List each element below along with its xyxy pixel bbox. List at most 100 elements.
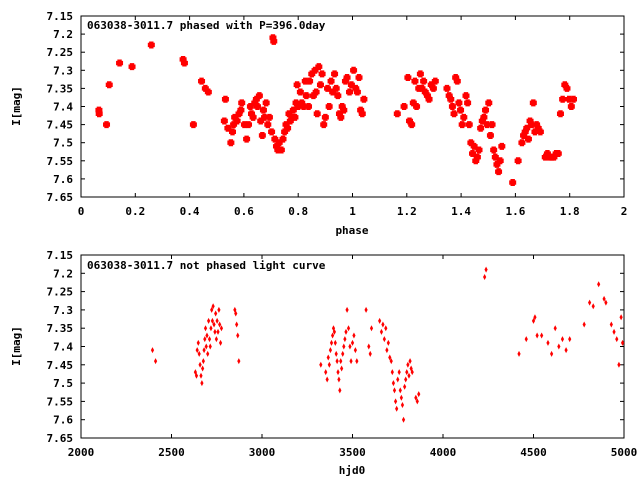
- data-point: [215, 317, 219, 324]
- data-point: [331, 70, 339, 78]
- data-point: [563, 84, 571, 92]
- y-tick-label: 7.65: [47, 191, 74, 204]
- data-point: [480, 113, 488, 121]
- data-point: [103, 121, 111, 129]
- data-point: [198, 77, 206, 85]
- data-point: [353, 88, 361, 96]
- data-point: [417, 391, 421, 398]
- y-axis-label: I[mag]: [10, 86, 23, 126]
- y-tick-label: 7.2: [53, 267, 73, 280]
- data-point: [218, 339, 223, 346]
- x-tick-label: 1.6: [505, 205, 525, 218]
- data-point: [337, 113, 345, 121]
- data-point: [364, 306, 368, 313]
- data-point: [455, 99, 463, 107]
- data-point: [368, 350, 372, 357]
- x-tick-label: 2000: [68, 446, 95, 459]
- data-point: [358, 110, 366, 118]
- data-point: [385, 347, 389, 354]
- data-point: [398, 387, 402, 394]
- data-point: [220, 117, 228, 125]
- unphased-light-curve-panel: 2000 2500 3000 3500 4000 4500 5000 7.15 7.2 7.25 7…: [10, 249, 637, 477]
- data-point: [277, 146, 285, 154]
- data-point: [408, 121, 416, 129]
- data-point: [570, 95, 578, 103]
- data-point: [284, 124, 292, 132]
- data-point: [234, 310, 238, 317]
- data-point: [473, 153, 481, 161]
- data-point: [201, 365, 205, 372]
- x-tick-label: 3500: [339, 446, 366, 459]
- data-point: [293, 81, 301, 89]
- data-point: [406, 361, 410, 368]
- data-point: [546, 339, 550, 346]
- data-point: [413, 103, 421, 111]
- data-point: [189, 121, 197, 129]
- x-tick-label: 1: [349, 205, 356, 218]
- data-point: [531, 317, 536, 324]
- data-point: [355, 74, 363, 82]
- data-point: [339, 358, 343, 365]
- data-point: [326, 354, 330, 361]
- data-point: [346, 88, 354, 96]
- x-tick-label: 3000: [249, 446, 276, 459]
- data-point: [462, 92, 470, 100]
- data-point: [350, 66, 358, 74]
- data-point: [237, 358, 241, 365]
- x-tick-label: 2: [621, 205, 628, 218]
- data-point: [615, 336, 619, 343]
- data-point: [320, 121, 328, 129]
- data-point: [556, 110, 564, 118]
- data-point: [559, 95, 567, 103]
- data-point: [458, 121, 466, 129]
- x-tick-label: 1.4: [451, 205, 471, 218]
- data-point: [400, 103, 408, 111]
- data-point: [318, 70, 326, 78]
- data-point: [582, 321, 586, 328]
- data-points: [150, 266, 625, 423]
- data-point: [217, 306, 221, 313]
- chart-title: 063038-3011.7 not phased light curve: [87, 259, 326, 272]
- x-tick-label: 0.4: [180, 205, 200, 218]
- data-point: [457, 106, 465, 114]
- data-point: [335, 358, 339, 365]
- data-point: [415, 398, 419, 405]
- data-point: [216, 328, 220, 335]
- data-point: [431, 77, 439, 85]
- data-point: [529, 99, 537, 107]
- data-point: [255, 92, 263, 100]
- data-point: [355, 358, 359, 365]
- data-point: [495, 168, 503, 176]
- data-point: [253, 103, 261, 111]
- data-point: [245, 121, 253, 129]
- y-tick-label: 7.3: [53, 64, 73, 77]
- y-tick-label: 7.6: [53, 414, 73, 427]
- data-point: [334, 92, 342, 100]
- data-point: [450, 110, 458, 118]
- y-tick-label: 7.65: [47, 432, 74, 445]
- y-tick-label: 7.4: [53, 101, 73, 114]
- data-point: [486, 131, 494, 139]
- data-point: [204, 88, 212, 96]
- data-point: [540, 332, 544, 339]
- y-tick-label: 7.15: [47, 249, 74, 262]
- y-tick-label: 7.25: [47, 46, 74, 59]
- data-point: [509, 179, 517, 187]
- data-point: [319, 361, 323, 368]
- data-point: [315, 63, 323, 71]
- x-tick-label: 1.8: [560, 205, 580, 218]
- data-point: [147, 41, 155, 49]
- x-tick-label: 0: [78, 205, 85, 218]
- x-tick-label: 4500: [520, 446, 547, 459]
- data-point: [291, 113, 299, 121]
- data-point: [348, 343, 352, 350]
- data-point: [410, 369, 414, 376]
- data-point: [533, 314, 537, 321]
- data-point: [343, 336, 347, 343]
- data-point: [416, 70, 424, 78]
- data-point: [202, 347, 206, 354]
- data-points: [95, 34, 578, 187]
- data-point: [210, 317, 215, 324]
- data-point: [205, 332, 209, 339]
- data-point: [414, 394, 418, 401]
